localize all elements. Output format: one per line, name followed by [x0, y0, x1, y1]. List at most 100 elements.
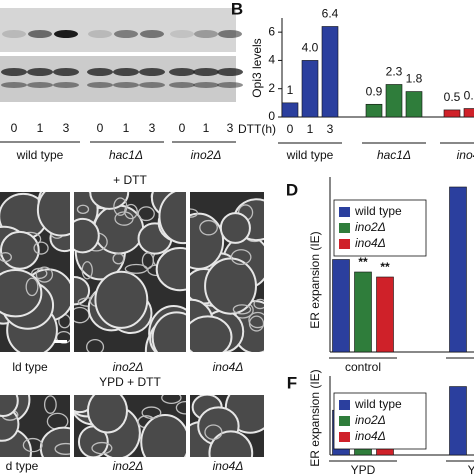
legend-swatch — [339, 239, 350, 249]
cell — [0, 269, 43, 318]
micrograph-label: ino4Δ — [213, 360, 244, 374]
er-membrane — [91, 441, 113, 455]
er-membrane — [81, 261, 93, 280]
cell — [190, 212, 225, 270]
y-tick-label: 4 — [268, 53, 275, 67]
legend-swatch — [339, 416, 350, 426]
cells — [0, 192, 70, 352]
blot-band — [27, 68, 53, 76]
cell — [155, 247, 186, 292]
er-membrane — [141, 252, 154, 270]
cells — [74, 192, 186, 352]
bar — [354, 271, 372, 353]
er-membrane — [232, 304, 252, 315]
cell — [190, 315, 233, 352]
cells — [0, 395, 70, 457]
cell — [86, 395, 128, 434]
bar — [443, 109, 461, 118]
legend-swatch — [339, 207, 350, 217]
blot-band — [53, 82, 79, 88]
blot-band — [113, 68, 139, 76]
cells — [190, 395, 264, 457]
cell — [158, 192, 186, 245]
group-label: ino2Δ — [191, 148, 222, 162]
scale-bar — [54, 340, 67, 343]
micrograph-label: ino4Δ — [213, 459, 244, 473]
er-membrane — [25, 277, 39, 297]
blot-band — [2, 30, 26, 38]
blot-band — [170, 30, 194, 38]
cell — [74, 217, 100, 254]
value-label: 4.0 — [302, 41, 319, 55]
er-membrane — [141, 406, 162, 419]
er-membrane — [86, 338, 105, 352]
bar — [405, 91, 423, 118]
cell — [219, 212, 251, 244]
bar — [365, 103, 383, 118]
lane-label: 3 — [149, 121, 156, 135]
bar — [332, 259, 350, 353]
legend-label: wild type — [354, 397, 402, 411]
cell — [94, 270, 149, 329]
legend-label: ino2Δ — [355, 220, 386, 234]
y-axis-label: Opi3 levels — [250, 38, 264, 97]
blot-strip — [0, 8, 236, 52]
micrograph-label: ino2Δ — [113, 459, 144, 473]
lane-label: 1 — [37, 121, 44, 135]
legend-label: ino4Δ — [355, 429, 386, 443]
legend-label: ino2Δ — [355, 413, 386, 427]
er-membrane — [112, 252, 125, 265]
legend-swatch — [339, 223, 350, 233]
cell — [89, 192, 130, 210]
lane-label: 0 — [11, 121, 18, 135]
er-membrane — [54, 442, 70, 455]
cell — [151, 311, 186, 352]
y-tick-label: 0 — [268, 109, 275, 123]
bar — [449, 386, 467, 456]
micrograph-label: d type — [6, 459, 39, 473]
value-label: 0.6 — [464, 89, 474, 103]
bar — [376, 276, 394, 353]
lane-label: 0 — [97, 121, 104, 135]
blot-band — [139, 68, 165, 76]
significance: ** — [358, 255, 368, 269]
x-tick-label: 0 — [287, 122, 294, 136]
y-axis-label: ER expansion (IE) — [308, 231, 322, 328]
er-membrane — [199, 219, 218, 236]
er-membrane — [113, 197, 128, 216]
legend-label: ino4Δ — [355, 236, 386, 250]
panel-letter: D — [286, 180, 298, 199]
x-tick-label: 1 — [307, 122, 314, 136]
blot-band — [169, 82, 195, 88]
er-membrane — [161, 395, 182, 404]
x-tick-label: 3 — [327, 122, 334, 136]
blot-band — [88, 30, 112, 38]
lane-label: 0 — [179, 121, 186, 135]
group-label: ino4Δ — [457, 148, 474, 162]
blot-band — [193, 68, 219, 76]
cell — [0, 230, 40, 270]
x-axis-label: DTT(h) — [238, 122, 276, 136]
blot-band — [28, 30, 52, 38]
significance: ** — [380, 260, 390, 274]
blot-band — [217, 82, 243, 88]
blot-band — [54, 30, 78, 38]
y-tick-label: 6 — [268, 24, 275, 38]
micrograph-label: ld type — [12, 360, 48, 374]
value-label: 1.8 — [406, 72, 423, 86]
er-membrane — [22, 437, 43, 453]
blot-band — [194, 30, 218, 38]
micrograph-header: + DTT — [113, 173, 147, 187]
bar — [301, 60, 319, 118]
micrograph-header: YPD + DTT — [99, 375, 161, 389]
blot-band — [1, 82, 27, 88]
cell — [208, 430, 254, 457]
blot-band — [140, 30, 164, 38]
blot-band — [169, 68, 195, 76]
er-membrane — [76, 204, 90, 215]
er-membrane — [253, 298, 264, 310]
cell — [36, 192, 70, 237]
bar — [463, 108, 474, 118]
group-label: wild type — [16, 148, 64, 162]
